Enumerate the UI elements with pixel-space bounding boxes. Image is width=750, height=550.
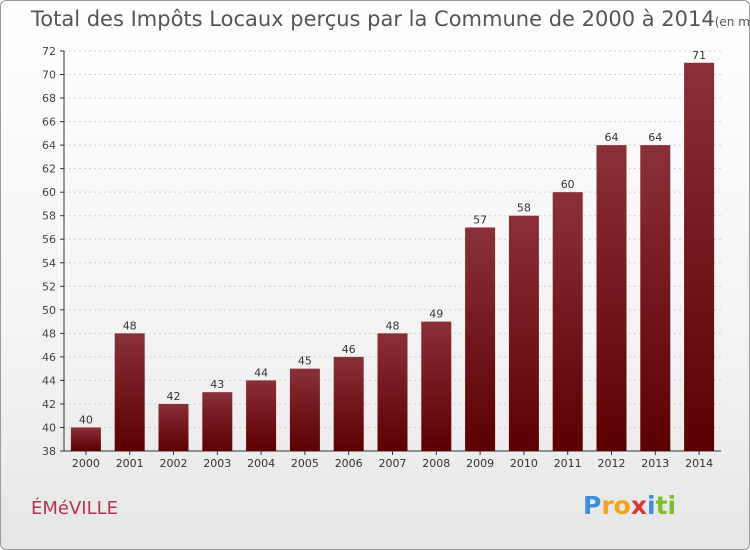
y-tick-label: 38	[42, 445, 56, 458]
y-tick-label: 44	[42, 374, 56, 387]
x-tick-label: 2000	[72, 457, 100, 470]
bar-value-label: 64	[605, 131, 619, 144]
logo-letter: P	[583, 491, 602, 520]
bar-value-label: 42	[167, 390, 181, 403]
x-tick-label: 2010	[510, 457, 538, 470]
logo-letter: i	[647, 491, 656, 520]
bar-value-label: 48	[386, 319, 400, 332]
x-tick-label: 2005	[291, 457, 319, 470]
logo-letter: i	[667, 491, 677, 520]
y-tick-label: 42	[42, 398, 56, 411]
bar	[421, 321, 452, 451]
y-tick-label: 68	[42, 92, 56, 105]
bar	[640, 145, 671, 451]
bar-value-label: 46	[342, 343, 356, 356]
bar-value-label: 40	[79, 413, 93, 426]
bar-value-label: 44	[254, 366, 268, 379]
bar-value-label: 43	[210, 378, 224, 391]
bar	[202, 392, 233, 451]
logo-letter: o	[613, 491, 631, 520]
y-tick-label: 50	[42, 304, 56, 317]
bar	[596, 145, 627, 451]
y-tick-label: 48	[42, 327, 56, 340]
x-tick-label: 2007	[379, 457, 407, 470]
y-tick-label: 40	[42, 421, 56, 434]
x-tick-label: 2002	[160, 457, 188, 470]
bar	[246, 380, 277, 451]
bar	[333, 356, 364, 451]
x-tick-label: 2009	[466, 457, 494, 470]
chart-unit-label: (en milliers d'€)	[714, 15, 750, 29]
bar	[465, 227, 496, 451]
y-tick-label: 66	[42, 116, 56, 129]
bar	[70, 427, 101, 451]
y-tick-label: 64	[42, 139, 56, 152]
bar	[158, 403, 189, 451]
y-tick-label: 46	[42, 351, 56, 364]
y-tick-label: 52	[42, 280, 56, 293]
x-tick-label: 2008	[422, 457, 450, 470]
x-tick-label: 2011	[554, 457, 582, 470]
bar-value-label: 60	[561, 178, 575, 191]
x-tick-label: 2003	[203, 457, 231, 470]
bar	[684, 62, 715, 451]
logo-letter: t	[655, 491, 668, 520]
bar-value-label: 58	[517, 202, 531, 215]
bar	[114, 333, 145, 451]
chart-title: Total des Impôts Locaux perçus par la Co…	[31, 7, 715, 31]
x-tick-label: 2006	[335, 457, 363, 470]
bar-value-label: 48	[123, 319, 137, 332]
y-tick-label: 62	[42, 163, 56, 176]
bar-value-label: 49	[429, 308, 443, 321]
bar-value-label: 45	[298, 355, 312, 368]
y-tick-label: 56	[42, 233, 56, 246]
bar	[377, 333, 408, 451]
x-tick-label: 2001	[116, 457, 144, 470]
x-tick-label: 2013	[641, 457, 669, 470]
bar-value-label: 71	[692, 49, 706, 62]
x-tick-label: 2004	[247, 457, 275, 470]
x-tick-label: 2014	[685, 457, 713, 470]
logo-letter: x	[630, 491, 647, 520]
y-tick-label: 72	[42, 45, 56, 58]
y-tick-label: 58	[42, 210, 56, 223]
y-tick-label: 70	[42, 69, 56, 82]
proxiti-logo[interactable]: Proxiti	[583, 491, 676, 520]
bar	[552, 192, 583, 452]
x-tick-label: 2012	[598, 457, 626, 470]
bar	[508, 215, 539, 451]
bar-value-label: 57	[473, 213, 487, 226]
logo-letter: r	[601, 491, 614, 520]
bar-value-label: 64	[648, 131, 662, 144]
chart-title-block: Total des Impôts Locaux perçus par la Co…	[31, 7, 750, 31]
bar	[289, 368, 320, 451]
y-tick-label: 60	[42, 186, 56, 199]
commune-name: ÉMéVILLE	[31, 498, 119, 519]
y-tick-label: 54	[42, 257, 56, 270]
